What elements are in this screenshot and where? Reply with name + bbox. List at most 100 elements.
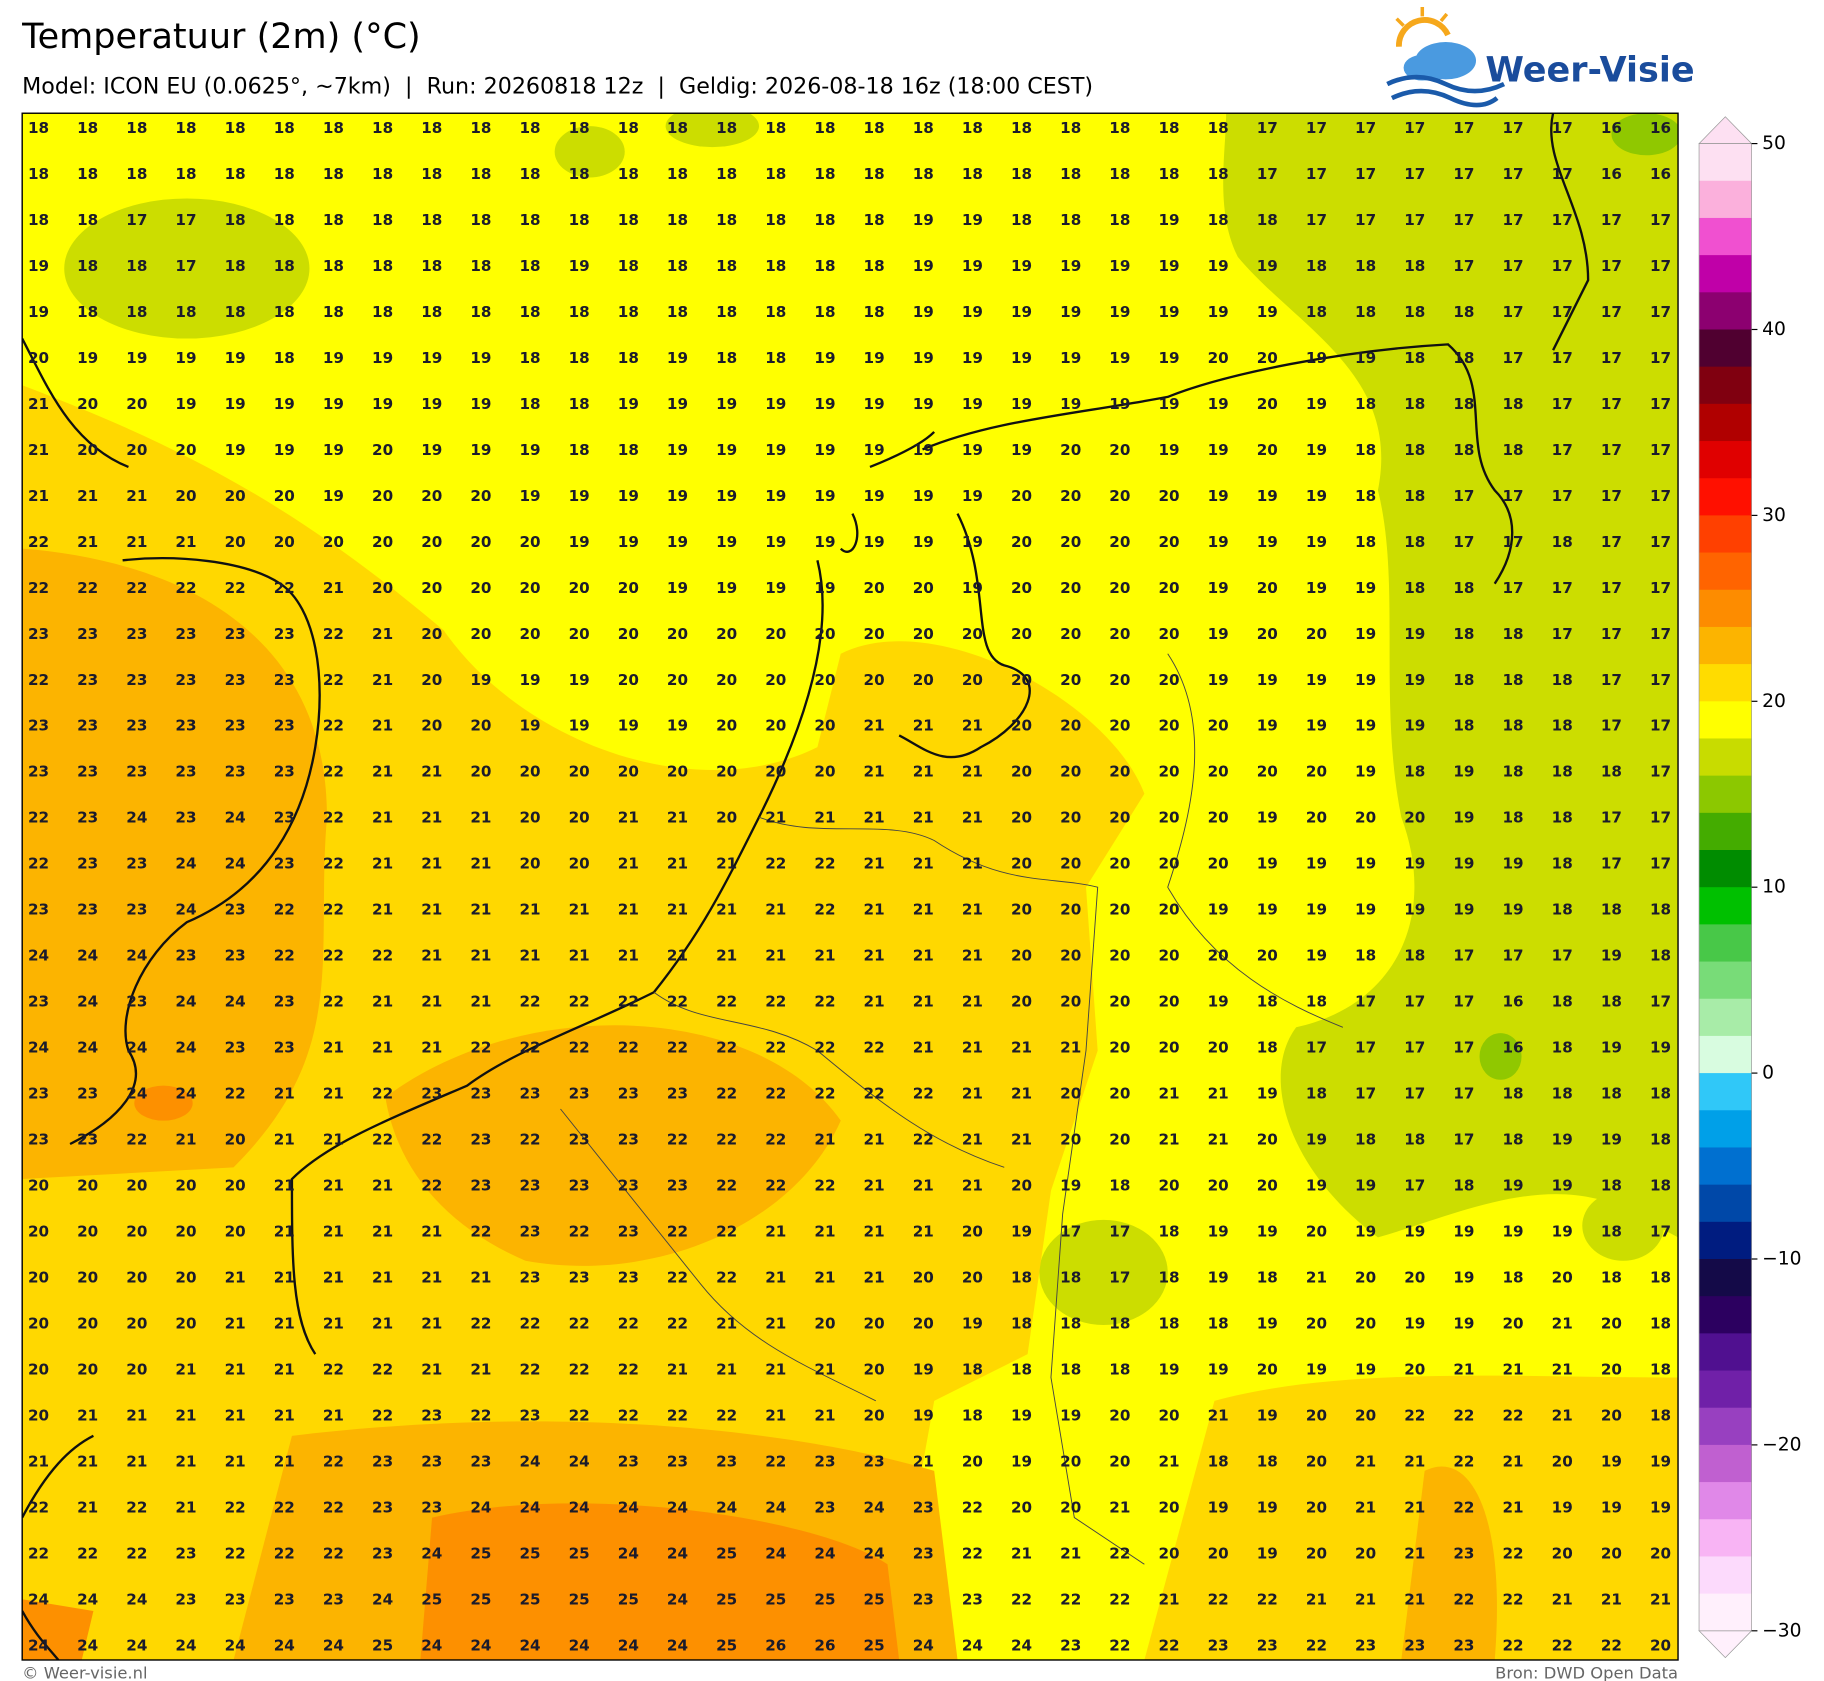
grid-value: 18 (1355, 441, 1376, 459)
grid-value: 22 (716, 1039, 737, 1057)
colorbar-band (1699, 1519, 1752, 1558)
grid-value: 21 (77, 533, 98, 551)
grid-value: 21 (765, 1223, 786, 1241)
grid-value: 18 (962, 165, 983, 183)
grid-value: 18 (864, 211, 885, 229)
grid-value: 17 (1650, 671, 1671, 689)
grid-value: 21 (372, 1315, 393, 1333)
grid-value: 20 (1109, 993, 1130, 1011)
grid-value: 20 (175, 1177, 196, 1195)
grid-value: 18 (716, 119, 737, 137)
grid-value: 19 (1208, 533, 1229, 551)
grid-value: 21 (913, 855, 934, 873)
grid-value: 18 (372, 257, 393, 275)
grid-value: 17 (1552, 119, 1573, 137)
grid-value: 20 (372, 441, 393, 459)
grid-value: 23 (77, 1131, 98, 1149)
grid-value: 20 (618, 625, 639, 643)
grid-value: 20 (225, 1223, 246, 1241)
grid-value: 20 (28, 1407, 49, 1425)
grid-value: 20 (274, 533, 295, 551)
grid-value: 22 (323, 809, 344, 827)
grid-value: 20 (716, 625, 737, 643)
grid-value: 21 (1453, 1361, 1474, 1379)
grid-value: 20 (1109, 1407, 1130, 1425)
grid-value: 17 (1257, 119, 1278, 137)
grid-value: 21 (1306, 1269, 1327, 1287)
grid-value: 22 (667, 1039, 688, 1057)
grid-value: 23 (470, 1131, 491, 1149)
grid-value: 23 (519, 1269, 540, 1287)
grid-value: 23 (77, 809, 98, 827)
grid-value: 17 (1601, 625, 1622, 643)
logo-text: Weer-Visie (1485, 50, 1694, 91)
grid-value: 24 (274, 1636, 295, 1654)
grid-value: 17 (1650, 395, 1671, 413)
grid-value: 23 (1208, 1636, 1229, 1654)
grid-value: 18 (1650, 1315, 1671, 1333)
grid-value: 21 (864, 901, 885, 919)
grid-value: 17 (1552, 487, 1573, 505)
grid-value: 20 (1503, 1315, 1524, 1333)
colorbar-band (1699, 1593, 1752, 1632)
grid-value: 23 (126, 717, 147, 735)
grid-value: 23 (421, 1407, 442, 1425)
grid-value: 24 (1011, 1636, 1032, 1654)
grid-value: 23 (175, 625, 196, 643)
grid-value: 21 (1503, 1453, 1524, 1471)
colorbar-band (1699, 1184, 1752, 1223)
grid-value: 21 (225, 1361, 246, 1379)
grid-value: 19 (519, 441, 540, 459)
grid-value: 19 (913, 257, 934, 275)
grid-value: 20 (77, 1269, 98, 1287)
grid-value: 21 (962, 1085, 983, 1103)
grid-value: 21 (421, 993, 442, 1011)
grid-value: 22 (814, 993, 835, 1011)
grid-value: 17 (1306, 119, 1327, 137)
grid-value: 22 (618, 1407, 639, 1425)
grid-value: 21 (814, 1407, 835, 1425)
grid-value: 17 (1601, 579, 1622, 597)
grid-value: 21 (372, 993, 393, 1011)
grid-value: 20 (1158, 1499, 1179, 1517)
grid-value: 18 (1552, 901, 1573, 919)
grid-value: 19 (569, 487, 590, 505)
grid-value: 18 (372, 119, 393, 137)
grid-value: 20 (470, 625, 491, 643)
grid-value: 17 (1503, 303, 1524, 321)
grid-value: 22 (913, 1131, 934, 1149)
grid-value: 17 (1650, 533, 1671, 551)
grid-value: 18 (175, 303, 196, 321)
grid-value: 23 (274, 763, 295, 781)
grid-value: 21 (323, 1131, 344, 1149)
grid-value: 18 (1355, 487, 1376, 505)
grid-value: 21 (913, 947, 934, 965)
grid-value: 23 (175, 1545, 196, 1563)
grid-value: 18 (667, 119, 688, 137)
grid-value: 22 (716, 1177, 737, 1195)
grid-value: 20 (1208, 855, 1229, 873)
grid-value: 20 (1109, 855, 1130, 873)
grid-value: 20 (1257, 763, 1278, 781)
grid-value: 23 (1060, 1636, 1081, 1654)
grid-value: 21 (962, 993, 983, 1011)
grid-value: 23 (77, 763, 98, 781)
grid-value: 24 (618, 1499, 639, 1517)
grid-value: 17 (1650, 441, 1671, 459)
grid-value: 23 (126, 671, 147, 689)
grid-value: 19 (667, 533, 688, 551)
grid-value: 21 (470, 809, 491, 827)
grid-value: 21 (225, 1315, 246, 1333)
grid-value: 18 (1552, 671, 1573, 689)
colorbar-tick-label: −30 (1762, 1620, 1801, 1641)
grid-value: 22 (765, 1131, 786, 1149)
grid-value: 18 (618, 441, 639, 459)
grid-value: 19 (1404, 901, 1425, 919)
grid-value: 25 (618, 1590, 639, 1608)
grid-value: 18 (1355, 395, 1376, 413)
grid-value: 21 (716, 855, 737, 873)
grid-value: 21 (1552, 1361, 1573, 1379)
grid-value: 21 (372, 855, 393, 873)
grid-value: 19 (1158, 303, 1179, 321)
grid-value: 19 (1208, 395, 1229, 413)
